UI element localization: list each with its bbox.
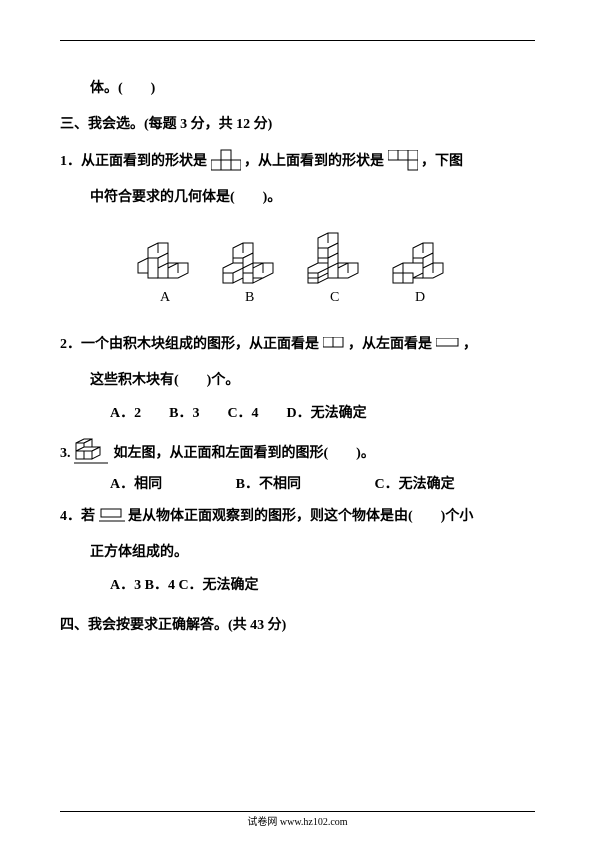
- q2-line2: 这些积木块有( )个。: [60, 363, 535, 399]
- q4-line1: 4．若 是从物体正面观察到的图形，则这个物体是由( )个小: [60, 499, 535, 535]
- q4-shape-icon: [99, 507, 125, 525]
- svg-text:A: A: [160, 290, 171, 305]
- svg-text:B: B: [245, 290, 254, 305]
- q2-left-shape-icon: [436, 338, 460, 350]
- q1-figures: A B: [60, 223, 535, 313]
- q2-line1: 2．一个由积木块组成的图形，从正面看是 ，从左面看是 ，: [60, 327, 535, 363]
- q3-optC: C．无法确定: [374, 473, 454, 493]
- footer-text: 试卷网 www.hz102.com: [0, 813, 595, 828]
- q4-post: 是从物体正面观察到的图形，则这个物体是由( )个小: [128, 509, 473, 524]
- fragment-line: 体。( ): [60, 71, 535, 107]
- q3-figure-icon: [74, 437, 110, 471]
- q1-post: ，下图: [421, 154, 463, 169]
- q4-options: A．3 B．4 C．无法确定: [60, 571, 535, 602]
- q1-line1: 1．从正面看到的形状是 ，从上面看到的形状是 ，下图: [60, 144, 535, 180]
- q3-pre: 3.: [60, 446, 71, 461]
- section3-heading: 三、我会选。(每题 3 分，共 12 分): [60, 107, 535, 143]
- q1-mid: ，从上面看到的形状是: [244, 154, 384, 169]
- q2-post: ，: [463, 337, 477, 352]
- q3-optB: B．不相同: [236, 473, 301, 493]
- q1-line2: 中符合要求的几何体是( )。: [60, 180, 535, 216]
- q1-top-shape-icon: [388, 150, 418, 174]
- q2-options: A．2 B．3 C．4 D．无法确定: [60, 399, 535, 430]
- svg-text:D: D: [415, 290, 425, 305]
- q1-front-shape-icon: [211, 148, 241, 176]
- q3-post: 如左图，从正面和左面看到的图形( )。: [114, 446, 375, 461]
- section4-heading: 四、我会按要求正确解答。(共 43 分): [60, 608, 535, 644]
- svg-text:C: C: [330, 290, 339, 305]
- q3-options: A．相同 B．不相同 C．无法确定: [60, 473, 535, 493]
- q1-pre: 1．从正面看到的形状是: [60, 154, 207, 169]
- q2-mid: ，从左面看是: [348, 337, 432, 352]
- q4-line2: 正方体组成的。: [60, 535, 535, 571]
- q2-pre: 2．一个由积木块组成的图形，从正面看是: [60, 337, 319, 352]
- q3-line1: 3. 如左图，从正面和左面看到的图形( )。: [60, 436, 535, 472]
- q4-pre: 4．若: [60, 509, 95, 524]
- q3-optA: A．相同: [110, 473, 162, 493]
- q2-front-shape-icon: [323, 337, 345, 351]
